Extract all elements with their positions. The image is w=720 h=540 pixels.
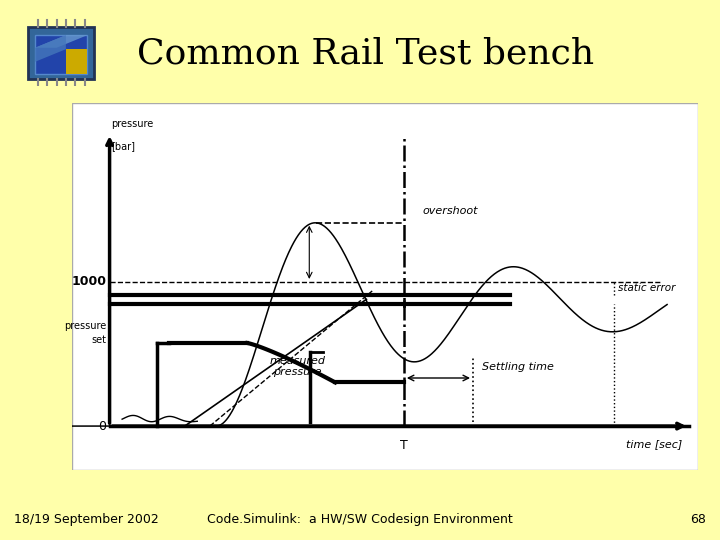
Text: [bar]: [bar] xyxy=(111,141,135,151)
Text: 1000: 1000 xyxy=(71,275,107,288)
Text: pressure: pressure xyxy=(64,321,107,330)
Polygon shape xyxy=(35,35,66,62)
FancyBboxPatch shape xyxy=(29,26,94,79)
Polygon shape xyxy=(35,35,87,48)
Text: Code.Simulink:  a HW/SW Codesign Environment: Code.Simulink: a HW/SW Codesign Environm… xyxy=(207,513,513,526)
Text: static error: static error xyxy=(618,284,675,293)
FancyBboxPatch shape xyxy=(66,49,87,74)
Text: measured
pressure: measured pressure xyxy=(269,356,325,377)
Text: T: T xyxy=(400,439,408,452)
Text: 0: 0 xyxy=(99,420,107,433)
Text: Settling time: Settling time xyxy=(482,362,554,372)
Text: set: set xyxy=(91,335,107,346)
Text: Common Rail Test bench: Common Rail Test bench xyxy=(137,37,594,71)
Text: time [sec]: time [sec] xyxy=(626,439,683,449)
Text: pressure: pressure xyxy=(111,119,153,129)
FancyBboxPatch shape xyxy=(35,35,87,74)
Text: overshoot: overshoot xyxy=(423,206,478,216)
Text: 68: 68 xyxy=(690,513,706,526)
Text: 18/19 September 2002: 18/19 September 2002 xyxy=(14,513,159,526)
